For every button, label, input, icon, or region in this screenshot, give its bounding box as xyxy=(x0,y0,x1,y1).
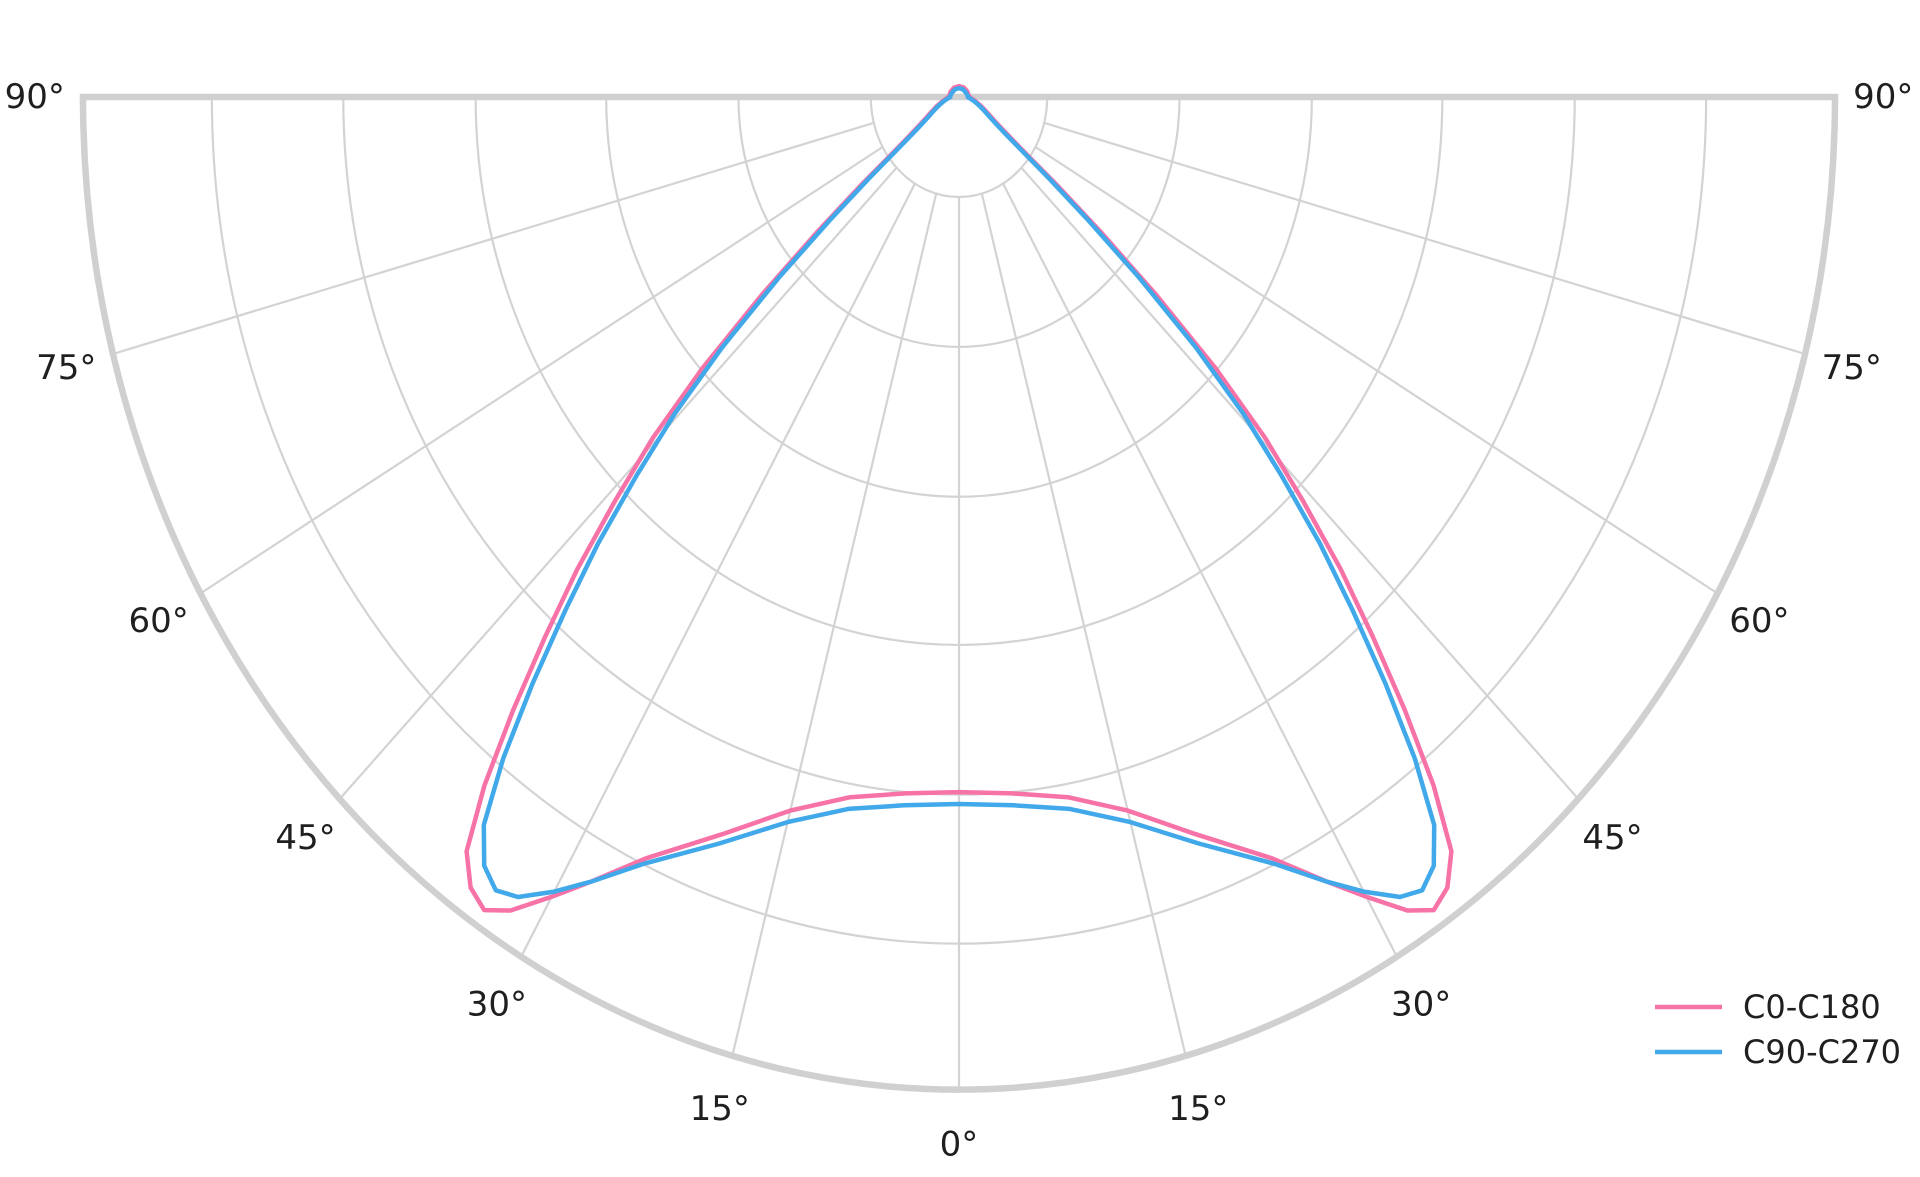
angle-tick-label: 30° xyxy=(1391,984,1451,1024)
radial-ring xyxy=(474,96,1444,646)
radial-ring xyxy=(869,96,1049,198)
angle-tick-label: 0° xyxy=(940,1125,979,1165)
angle-tick-label: 60° xyxy=(128,601,188,641)
angle-gridline xyxy=(731,193,938,1057)
radial-ring xyxy=(737,96,1181,349)
angle-gridline xyxy=(1034,146,1719,595)
angle-tick-label: 45° xyxy=(1582,818,1642,858)
angle-tick-label: 45° xyxy=(275,818,335,858)
curve-c90-c270 xyxy=(481,85,1437,900)
angle-tick-label: 75° xyxy=(1822,348,1882,388)
radial-ring xyxy=(605,96,1313,497)
angle-gridline xyxy=(1043,121,1806,356)
angle-gridline xyxy=(338,166,898,800)
angle-gridline xyxy=(112,121,875,356)
legend-label: C90-C270 xyxy=(1743,1033,1901,1071)
angle-tick-label: 30° xyxy=(467,984,527,1024)
angle-tick-label: 60° xyxy=(1729,601,1789,641)
angle-gridline xyxy=(199,146,884,595)
radial-ring xyxy=(210,96,1708,946)
angle-tick-label: 90° xyxy=(1853,77,1913,117)
legend-label: C0-C180 xyxy=(1743,988,1881,1026)
outer-arc-spine xyxy=(79,96,1839,1094)
angle-tick-label: 75° xyxy=(36,348,96,388)
angle-gridline xyxy=(520,183,916,958)
angle-tick-label: 15° xyxy=(1168,1089,1228,1129)
angle-gridline xyxy=(1002,183,1398,958)
radial-ring xyxy=(342,96,1576,797)
angle-gridline xyxy=(1020,166,1580,800)
angle-tick-label: 15° xyxy=(690,1089,750,1129)
angle-gridline xyxy=(980,193,1187,1057)
angle-tick-label: 90° xyxy=(5,77,65,117)
